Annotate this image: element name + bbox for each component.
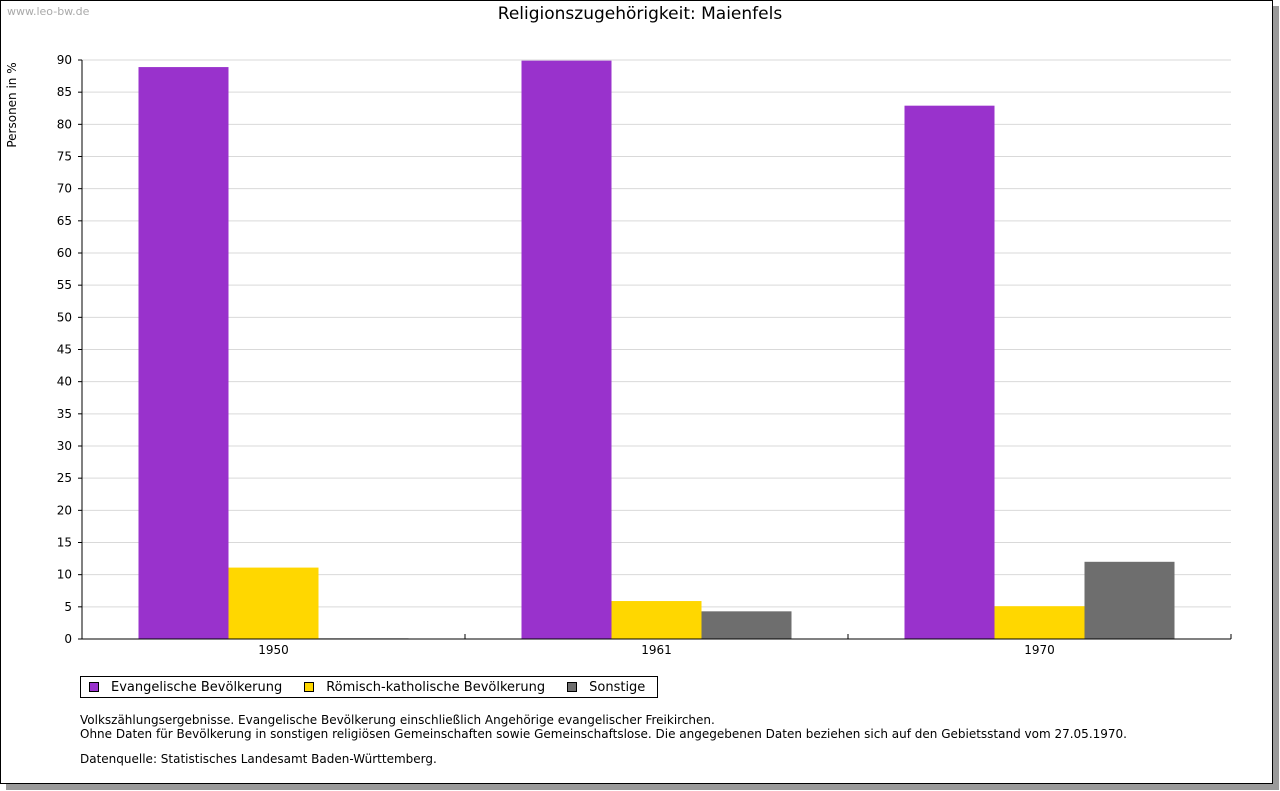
note-line-2: Ohne Daten für Bevölkerung in sonstigen … — [80, 727, 1127, 741]
x-tick-label: 1961 — [641, 643, 672, 657]
y-tick-label: 60 — [57, 246, 72, 260]
y-tick-label: 65 — [57, 214, 72, 228]
legend-swatch-sonstige — [567, 682, 578, 692]
bar-1961-sonstige — [701, 611, 792, 639]
y-tick-label: 20 — [57, 503, 72, 517]
watermark: www.leo-bw.de — [7, 5, 90, 18]
y-tick-label: 35 — [57, 407, 72, 421]
bar-1970-katholisch — [994, 606, 1085, 639]
y-tick-label: 5 — [64, 600, 72, 614]
bar-1950-evangelisch — [138, 67, 229, 640]
y-tick-label: 75 — [57, 150, 72, 164]
y-tick-label: 80 — [57, 117, 72, 131]
y-tick-label: 70 — [57, 182, 72, 196]
y-tick-label: 10 — [57, 568, 72, 582]
x-tick-label: 1970 — [1024, 643, 1055, 657]
legend-item-evangelisch: Evangelische Bevölkerung — [89, 680, 282, 695]
legend: Evangelische Bevölkerung Römisch-katholi… — [80, 676, 659, 698]
bar-1970-sonstige — [1084, 561, 1175, 639]
bar-1961-evangelisch — [521, 60, 612, 640]
y-tick-label: 85 — [57, 85, 72, 99]
legend-swatch-katholisch — [304, 682, 315, 692]
chart-title: Religionszugehörigkeit: Maienfels — [497, 4, 783, 24]
y-tick-label: 30 — [57, 439, 72, 453]
legend-label-sonstige: Sonstige — [589, 679, 646, 695]
legend-swatch-evangelisch — [89, 682, 99, 692]
bar-1970-evangelisch — [904, 105, 995, 640]
bar-1950-katholisch — [228, 567, 319, 639]
legend-label-evangelisch: Evangelische Bevölkerung — [111, 679, 283, 695]
bar-1961-katholisch — [611, 601, 702, 639]
note-line-1: Volkszählungsergebnisse. Evangelische Be… — [80, 713, 715, 727]
y-tick-label: 50 — [57, 310, 72, 324]
legend-item-katholisch: Römisch-katholische Bevölkerung — [304, 680, 545, 695]
legend-label-katholisch: Römisch-katholische Bevölkerung — [326, 679, 546, 695]
chart-plot: 0 5 10 15 20 25 30 35 40 45 50 55 60 65 70 75 80 85 90 1950… — [57, 53, 1232, 657]
y-tick-label: 15 — [57, 536, 72, 550]
y-tick-label: 25 — [57, 471, 72, 485]
data-source: Datenquelle: Statistisches Landesamt Bad… — [80, 752, 437, 766]
y-tick-label: 55 — [57, 278, 72, 292]
x-tick-label: 1950 — [258, 643, 289, 657]
y-tick-label: 40 — [57, 375, 72, 389]
legend-item-sonstige: Sonstige — [567, 680, 645, 695]
y-tick-label: 45 — [57, 343, 72, 357]
chart-notes: Volkszählungsergebnisse. Evangelische Be… — [80, 713, 1127, 741]
y-tick-label: 90 — [57, 53, 72, 67]
y-tick-label: 0 — [64, 632, 72, 646]
